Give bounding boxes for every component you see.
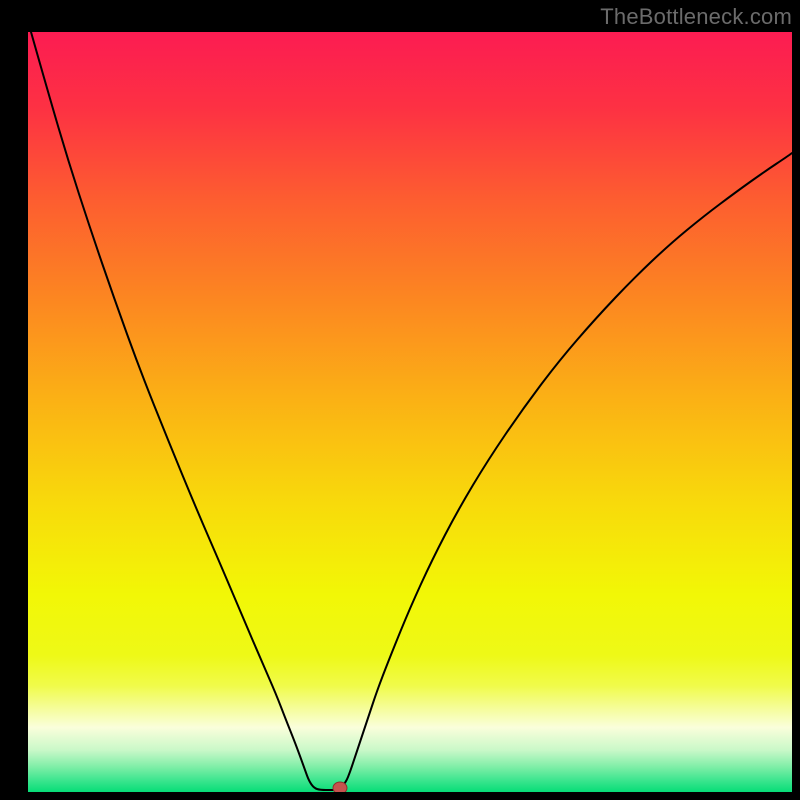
bottleneck-plot — [28, 32, 792, 792]
chart-frame: TheBottleneck.com — [0, 0, 800, 800]
optimal-point-marker — [333, 782, 347, 792]
gradient-background — [28, 32, 792, 792]
watermark-text: TheBottleneck.com — [600, 4, 792, 30]
